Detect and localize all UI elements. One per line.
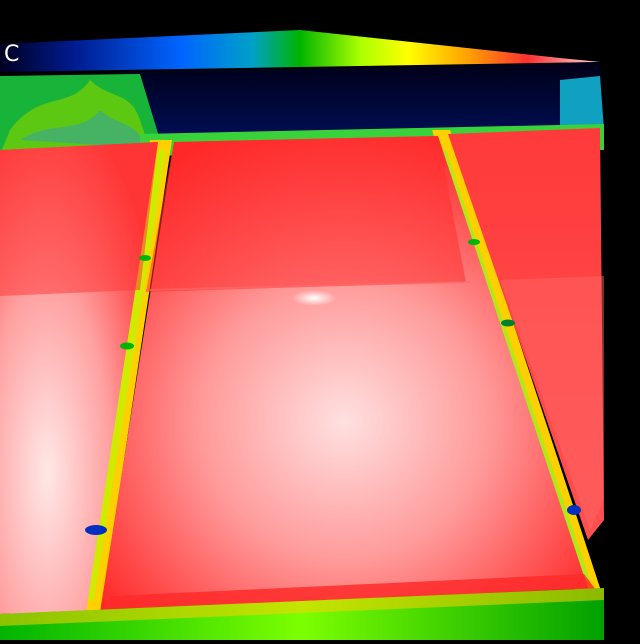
clamp-marker <box>567 505 581 515</box>
color-scale-bar <box>0 30 600 72</box>
clamp-marker <box>120 342 134 350</box>
scale-unit-label: C <box>4 42 20 67</box>
hotspot <box>292 290 336 306</box>
clamp-marker <box>501 319 515 327</box>
clamp-marker <box>139 255 151 261</box>
clamp-marker <box>85 525 107 535</box>
frame-border-right <box>600 60 640 640</box>
warped-thermal-frame <box>0 62 604 640</box>
solar-panel-right <box>448 128 604 540</box>
vegetation-top-right <box>560 76 604 132</box>
clamp-marker <box>468 239 480 245</box>
